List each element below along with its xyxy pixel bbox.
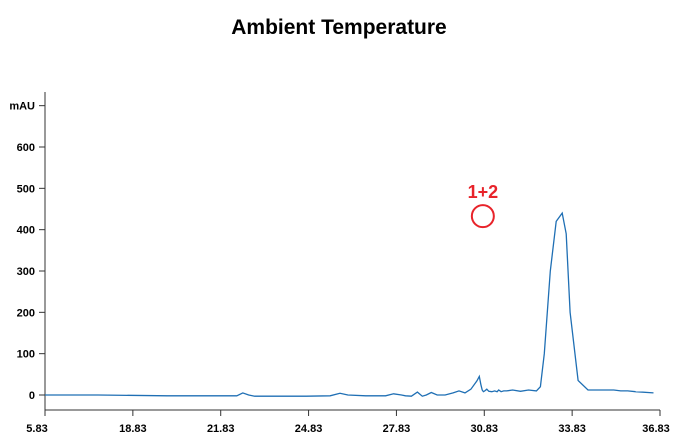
y-tick-label: 200 [17,307,35,319]
axes: mAU [9,92,660,411]
peak-marker [470,204,495,229]
x-tick-label: 5.83 [26,423,47,435]
y-tick-label: 300 [17,266,35,278]
y-tick-label: 600 [17,142,35,154]
peak-label: 1+2 [468,182,499,202]
y-tick-label: 0 [29,390,35,402]
y-axis-label: mAU [9,101,35,113]
x-tick-label: 30.83 [471,423,499,435]
x-tick-label: 21.83 [207,423,235,435]
x-tick-label: 27.83 [383,423,411,435]
x-tick-label: 36.83 [642,423,670,435]
series-line [45,211,654,397]
y-tick-label: 500 [17,183,35,195]
chart-title: Ambient Temperature [231,16,447,39]
y-tick-label: 100 [17,349,35,361]
x-tick-label: 24.83 [295,423,323,435]
x-tick-label: 18.83 [119,423,147,435]
x-axis-ticks: 5.83 18.83 21.83 24.83 27.83 30.83 33.83 36.83 [26,410,670,435]
y-axis-ticks: 0 100 200 300 400 500 600 [17,142,45,402]
y-tick-label: 400 [17,225,35,237]
x-tick-label: 33.83 [558,423,586,435]
